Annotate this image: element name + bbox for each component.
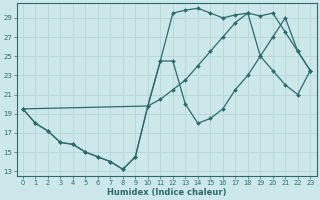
X-axis label: Humidex (Indice chaleur): Humidex (Indice chaleur) [107,188,226,197]
